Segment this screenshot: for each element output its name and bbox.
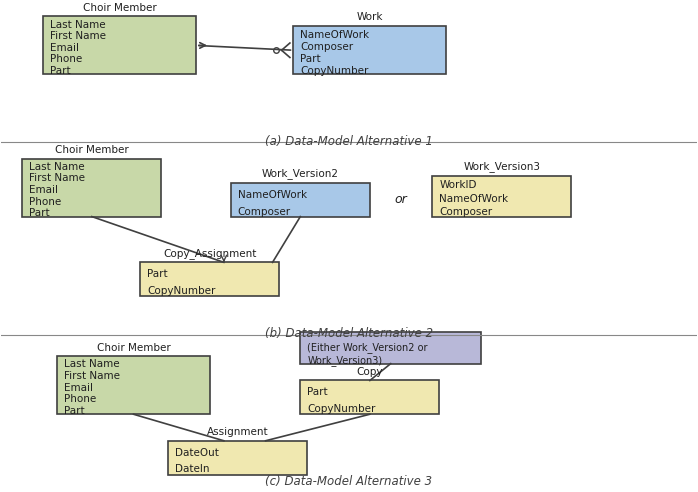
- Text: Composer: Composer: [238, 207, 291, 216]
- FancyBboxPatch shape: [231, 183, 370, 216]
- Text: Choir Member: Choir Member: [96, 342, 170, 353]
- Text: NameOfWork: NameOfWork: [439, 194, 509, 204]
- Text: Part: Part: [29, 208, 50, 218]
- Text: First Name: First Name: [50, 31, 106, 41]
- Text: Work_Version3: Work_Version3: [463, 161, 540, 172]
- Text: Part: Part: [50, 66, 70, 76]
- FancyBboxPatch shape: [293, 26, 446, 74]
- FancyBboxPatch shape: [57, 356, 210, 414]
- Text: Choir Member: Choir Member: [82, 2, 156, 13]
- FancyBboxPatch shape: [140, 262, 279, 296]
- Text: CopyNumber: CopyNumber: [147, 286, 216, 296]
- Text: Last Name: Last Name: [64, 360, 119, 369]
- Text: CopyNumber: CopyNumber: [300, 66, 369, 76]
- Text: Part: Part: [307, 387, 328, 398]
- FancyBboxPatch shape: [22, 159, 161, 216]
- Text: Part: Part: [64, 406, 84, 416]
- Text: NameOfWork: NameOfWork: [300, 30, 369, 39]
- Text: WorkID: WorkID: [439, 180, 477, 190]
- Text: Last Name: Last Name: [50, 20, 105, 30]
- Text: Email: Email: [29, 185, 58, 195]
- Text: or: or: [395, 193, 408, 206]
- FancyBboxPatch shape: [168, 441, 307, 474]
- Text: Phone: Phone: [29, 196, 61, 207]
- Text: First Name: First Name: [64, 371, 120, 381]
- Text: Composer: Composer: [300, 42, 353, 52]
- Text: Phone: Phone: [50, 54, 82, 64]
- FancyBboxPatch shape: [300, 332, 481, 364]
- Text: Phone: Phone: [64, 394, 96, 404]
- Text: (c) Data-Model Alternative 3: (c) Data-Model Alternative 3: [265, 474, 433, 488]
- Text: DateIn: DateIn: [175, 464, 209, 474]
- Text: Composer: Composer: [439, 208, 493, 217]
- Text: NameOfWork: NameOfWork: [238, 189, 307, 200]
- Text: Copy: Copy: [357, 367, 383, 377]
- Text: (Either Work_Version2 or
Work_Version3): (Either Work_Version2 or Work_Version3): [307, 342, 428, 366]
- Text: First Name: First Name: [29, 173, 85, 184]
- FancyBboxPatch shape: [433, 176, 572, 216]
- Text: Assignment: Assignment: [207, 427, 269, 437]
- Text: Email: Email: [50, 43, 79, 53]
- Text: Last Name: Last Name: [29, 162, 85, 172]
- FancyBboxPatch shape: [43, 17, 196, 74]
- Text: Work: Work: [357, 12, 383, 22]
- Text: (a) Data-Model Alternative 1: (a) Data-Model Alternative 1: [265, 135, 433, 148]
- Text: CopyNumber: CopyNumber: [307, 404, 376, 414]
- Text: (b) Data-Model Alternative 2: (b) Data-Model Alternative 2: [265, 328, 433, 340]
- Text: Work_Version2: Work_Version2: [262, 168, 339, 179]
- FancyBboxPatch shape: [300, 380, 439, 414]
- Text: Part: Part: [147, 269, 168, 279]
- Text: Copy_Assignment: Copy_Assignment: [163, 247, 257, 258]
- Text: DateOut: DateOut: [175, 448, 219, 458]
- Text: Part: Part: [300, 54, 321, 63]
- Text: Email: Email: [64, 383, 93, 393]
- Text: Choir Member: Choir Member: [55, 145, 128, 155]
